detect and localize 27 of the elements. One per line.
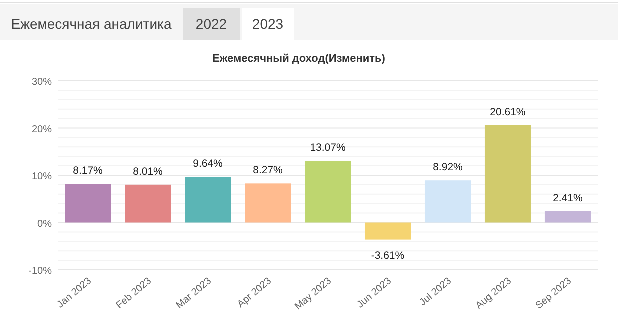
data-label: 2.41% <box>553 192 583 204</box>
text: 2022 <box>196 16 228 32</box>
bar <box>364 222 411 240</box>
bar <box>484 125 531 223</box>
y-tick-label: 0% <box>38 218 52 230</box>
data-label: -3.61% <box>371 250 405 262</box>
bar <box>304 160 352 223</box>
y-tick-label: 20% <box>32 124 52 136</box>
data-label: 13.07% <box>310 142 346 154</box>
y-tick-label: -10% <box>28 266 52 277</box>
data-label: 8.01% <box>133 166 163 178</box>
y-tick-label: 30% <box>32 77 52 88</box>
bar <box>544 211 591 223</box>
bar <box>245 184 292 223</box>
chart-title: Ежемесячный доход(Изменить) <box>212 53 386 65</box>
bar <box>125 184 172 223</box>
bar <box>185 177 232 223</box>
data-label: 8.27% <box>253 164 283 177</box>
data-label: 9.64% <box>193 158 223 170</box>
text: 2023 <box>252 16 284 32</box>
data-label: 8.17% <box>73 165 103 178</box>
text: Ежемесячная аналитика <box>11 16 172 32</box>
y-tick-label: 10% <box>32 172 52 182</box>
bar <box>424 180 471 223</box>
data-label: 20.61% <box>490 106 526 118</box>
data-label: 8.92% <box>433 162 463 174</box>
bar <box>65 184 112 223</box>
